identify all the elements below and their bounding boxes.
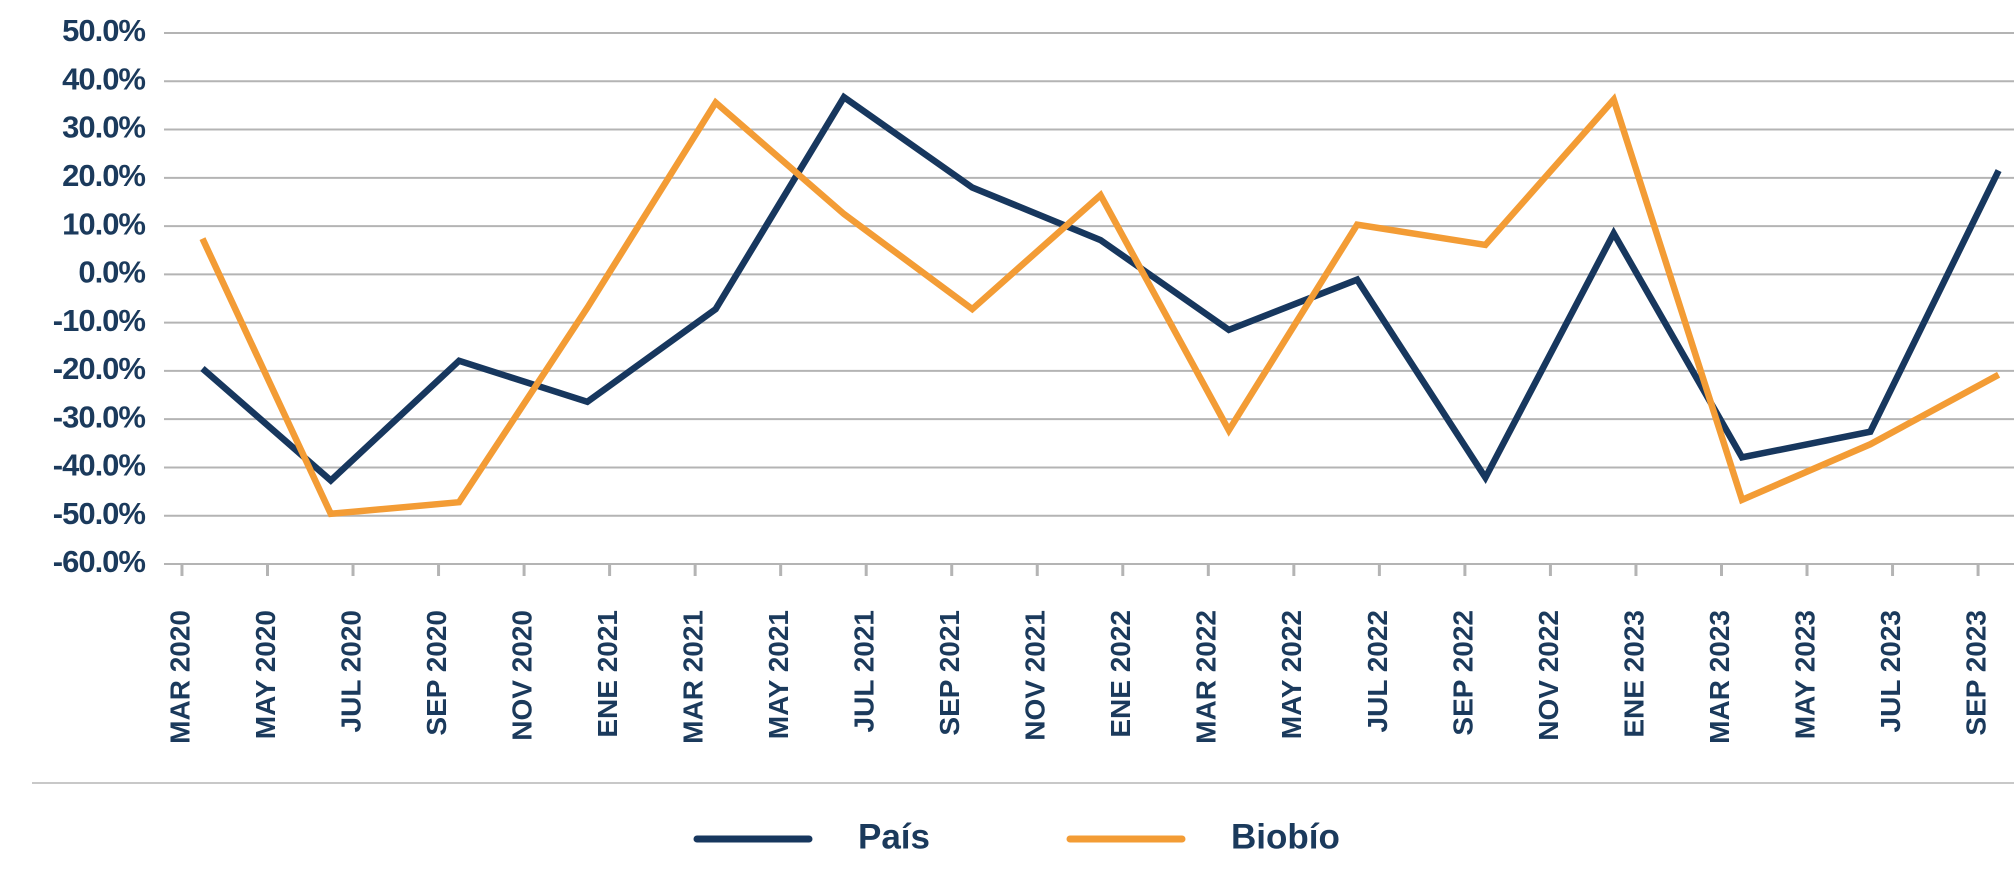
x-tick-label: MAR 2023 xyxy=(1704,610,1735,744)
y-tick-label: -50.0% xyxy=(53,496,146,531)
y-tick-label: 20.0% xyxy=(62,158,145,193)
y-tick-label: -60.0% xyxy=(53,544,146,579)
x-tick-label: JUL 2020 xyxy=(335,610,366,732)
y-tick-label: -40.0% xyxy=(53,448,146,483)
x-tick-label: NOV 2021 xyxy=(1020,610,1051,741)
x-tick-label: SEP 2022 xyxy=(1447,610,1478,736)
x-tick-label: ENE 2023 xyxy=(1618,610,1649,738)
series-line xyxy=(199,93,2001,518)
x-tick-label: MAR 2020 xyxy=(164,610,195,744)
x-tick-label: SEP 2023 xyxy=(1960,610,1991,736)
x-tick-label: MAY 2022 xyxy=(1276,610,1307,739)
x-tick-label: JUL 2022 xyxy=(1362,610,1393,732)
x-tick-label: JUL 2021 xyxy=(849,610,880,732)
y-tick-label: -30.0% xyxy=(53,399,146,434)
x-tick-label: MAR 2021 xyxy=(678,610,709,744)
y-tick-label: -20.0% xyxy=(53,351,146,386)
y-tick-label: 30.0% xyxy=(62,110,145,145)
x-tick-label: SEP 2020 xyxy=(421,610,452,736)
y-tick-label: 40.0% xyxy=(62,61,145,96)
legend-label: Biobío xyxy=(1231,817,1340,856)
x-tick-label: MAR 2022 xyxy=(1191,610,1222,744)
y-tick-label: 10.0% xyxy=(62,206,145,241)
x-tick-label: NOV 2020 xyxy=(506,610,537,741)
x-tick-label: NOV 2022 xyxy=(1533,610,1564,741)
y-tick-label: 0.0% xyxy=(78,255,145,290)
legend-label: País xyxy=(858,817,930,856)
x-tick-label: JUL 2023 xyxy=(1875,610,1906,732)
x-tick-label: ENE 2022 xyxy=(1105,610,1136,738)
y-tick-label: 50.0% xyxy=(62,13,145,48)
y-tick-label: -10.0% xyxy=(53,303,146,338)
x-tick-label: MAY 2023 xyxy=(1789,610,1820,739)
series-line xyxy=(200,92,2002,485)
x-tick-label: MAY 2020 xyxy=(250,610,281,739)
x-tick-label: SEP 2021 xyxy=(934,610,965,736)
x-tick-label: ENE 2021 xyxy=(592,610,623,738)
x-tick-label: MAY 2021 xyxy=(763,610,794,739)
